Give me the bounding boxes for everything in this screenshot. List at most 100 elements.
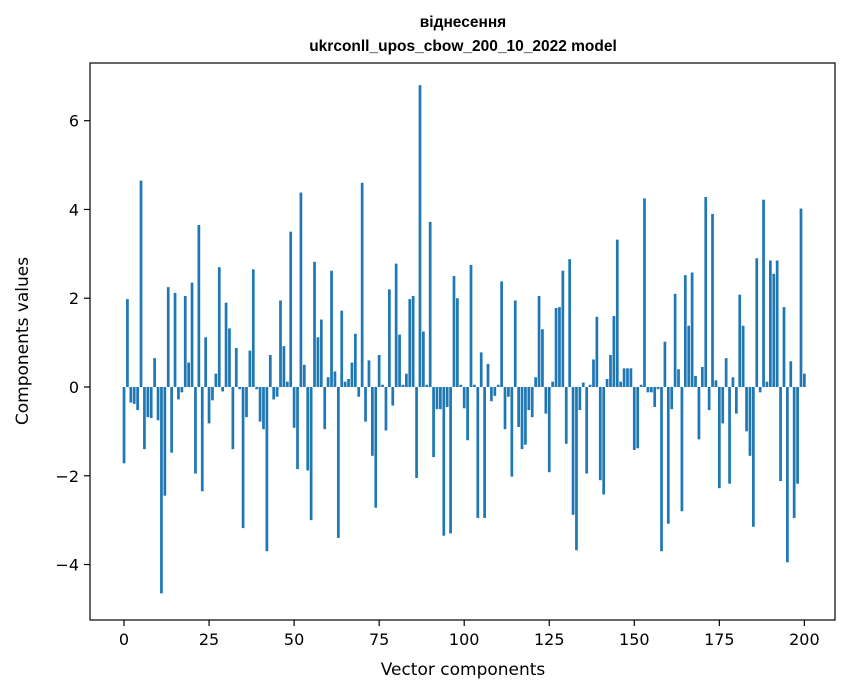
bar-186	[755, 258, 759, 387]
bar-15	[173, 292, 177, 387]
bar-27	[214, 373, 218, 387]
bar-52	[299, 192, 303, 387]
bar-99	[459, 384, 463, 387]
bar-84	[408, 299, 412, 387]
bar-200	[803, 373, 806, 387]
bar-57	[316, 337, 320, 387]
chart-title-line1: віднесення	[420, 14, 506, 31]
bar-96	[449, 386, 452, 534]
bar-6	[143, 386, 146, 450]
bar-25	[207, 386, 211, 424]
bar-45	[275, 386, 279, 397]
bar-143	[609, 355, 612, 387]
bar-35	[241, 386, 245, 529]
y-tick-label: −4	[55, 556, 79, 575]
bar-195	[786, 386, 789, 563]
bar-97	[452, 276, 456, 387]
bar-91	[432, 386, 435, 458]
bar-24	[204, 337, 208, 387]
bar-106	[483, 386, 486, 518]
bar-5	[139, 180, 143, 387]
bar-41	[262, 386, 265, 430]
y-tick-label: 0	[69, 378, 79, 397]
bar-128	[558, 307, 561, 387]
bar-146	[619, 381, 623, 387]
bar-187	[758, 386, 762, 393]
bar-53	[302, 364, 306, 387]
bar-111	[500, 281, 503, 387]
bar-155	[649, 386, 653, 393]
y-axis-label: Components values	[13, 257, 33, 425]
bar-153	[643, 198, 646, 387]
x-tick-label: 150	[619, 630, 650, 649]
bar-34	[238, 386, 242, 390]
bar-193	[779, 386, 782, 482]
bar-115	[513, 300, 517, 387]
bar-98	[456, 298, 459, 387]
bar-114	[510, 386, 514, 477]
bar-50	[292, 386, 296, 428]
bar-31	[228, 328, 231, 387]
bar-72	[367, 360, 371, 387]
x-tick-label: 75	[369, 630, 389, 649]
x-axis: 0 25 50 75 100 125 150 175 200	[119, 620, 820, 649]
bar-107	[486, 363, 490, 387]
bar-23	[200, 386, 204, 492]
bar-136	[585, 386, 589, 474]
x-tick-label: 100	[449, 630, 480, 649]
bar-163	[677, 369, 680, 387]
bar-2	[129, 386, 133, 403]
bar-94	[442, 386, 446, 536]
bar-44	[272, 386, 276, 400]
bar-178	[728, 386, 731, 484]
bar-51	[296, 386, 299, 470]
bar-116	[517, 386, 520, 427]
bar-141	[602, 386, 606, 495]
bar-102	[469, 264, 473, 387]
bar-129	[561, 270, 565, 387]
bar-10	[156, 386, 160, 421]
bar-199	[799, 208, 803, 387]
bar-109	[493, 386, 497, 396]
bar-185	[752, 386, 755, 527]
bar-181	[738, 294, 742, 387]
bar-65	[343, 381, 347, 387]
bar-55	[309, 386, 313, 521]
bar-124	[544, 386, 548, 414]
bar-37	[248, 350, 252, 387]
bar-14	[170, 386, 173, 453]
bar-11	[160, 386, 163, 594]
bar-196	[789, 361, 793, 387]
bar-165	[683, 275, 687, 387]
bar-103	[473, 384, 476, 387]
bar-154	[646, 386, 650, 393]
bar-130	[564, 386, 568, 444]
bar-64	[340, 310, 344, 387]
bar-60	[326, 377, 330, 387]
x-tick-label: 25	[199, 630, 219, 649]
bar-18	[183, 296, 187, 387]
bar-63	[336, 386, 340, 538]
bar-194	[782, 307, 786, 387]
bar-149	[629, 368, 633, 387]
bar-131	[568, 259, 572, 387]
bar-104	[476, 386, 480, 518]
bar-162	[673, 293, 677, 387]
bar-46	[279, 300, 282, 387]
bar-21	[194, 386, 197, 474]
bar-67	[350, 362, 354, 387]
bar-190	[769, 260, 772, 387]
bar-177	[724, 358, 728, 387]
bar-12	[163, 386, 167, 496]
bar-13	[166, 287, 170, 387]
bar-140	[598, 386, 602, 481]
bar-82	[401, 384, 405, 387]
bar-22	[197, 225, 201, 387]
bar-121	[534, 377, 537, 387]
bar-48	[285, 381, 289, 387]
bar-29	[221, 386, 225, 392]
y-tick-label: 2	[69, 289, 79, 308]
bar-174	[714, 380, 718, 387]
bar-175	[717, 386, 721, 489]
bar-47	[282, 346, 286, 387]
